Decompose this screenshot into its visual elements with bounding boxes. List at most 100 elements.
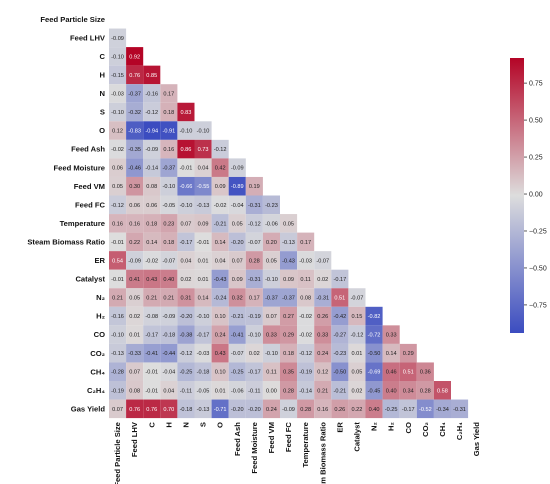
heatmap-cell <box>245 269 263 289</box>
cell-value-label: 0.28 <box>283 388 294 394</box>
cell-value-label: -0.37 <box>128 91 141 97</box>
cell-value-label: -0.12 <box>214 147 227 153</box>
cell-value-label: -0.09 <box>231 166 244 172</box>
cell-value-label: 0.01 <box>352 351 363 357</box>
cell-value-label: -0.44 <box>162 351 175 357</box>
heatmap-cell <box>109 399 127 419</box>
cell-value-label: 0.36 <box>420 370 431 376</box>
heatmap-cell <box>177 362 195 381</box>
cell-value-label: -0.05 <box>162 203 175 209</box>
cell-value-label: -0.03 <box>299 258 312 264</box>
heatmap-cell <box>160 214 178 233</box>
heatmap-cell <box>194 139 212 159</box>
heatmap-cell <box>245 381 263 400</box>
cell-value-label: 0.10 <box>215 314 226 320</box>
heatmap-cell <box>194 325 212 344</box>
heatmap-cell <box>211 399 229 419</box>
column-label: C₂H₄ <box>455 422 464 440</box>
heatmap-cell <box>262 381 280 400</box>
heatmap-cell <box>331 325 349 344</box>
column-label: Catalyst <box>352 422 361 452</box>
cell-value-label: -0.01 <box>111 240 124 246</box>
cell-value-label: -0.03 <box>197 351 210 357</box>
cell-value-label: 0.24 <box>266 407 277 413</box>
cell-value-label: -0.19 <box>299 370 312 376</box>
cell-value-label: -0.31 <box>453 407 466 413</box>
heatmap-cell <box>109 139 127 159</box>
cell-value-label: 0.86 <box>181 147 192 153</box>
heatmap-cell <box>348 399 366 419</box>
column-label: Feed Ash <box>233 422 242 456</box>
cell-value-label: 0.17 <box>249 296 260 302</box>
heatmap-cell <box>126 232 144 252</box>
cell-value-label: -0.01 <box>111 277 124 283</box>
cell-value-label: 0.14 <box>386 351 397 357</box>
column-label: Feed LHV <box>130 421 139 457</box>
heatmap-cell <box>194 381 212 400</box>
cell-value-label: -0.16 <box>145 91 158 97</box>
column-label: H₂ <box>387 422 396 431</box>
cell-value-label: 0.01 <box>198 277 209 283</box>
cell-value-label: -0.31 <box>316 296 329 302</box>
heatmap-cell <box>126 47 144 66</box>
heatmap-cell <box>262 232 280 252</box>
cell-value-label: 0.17 <box>163 91 174 97</box>
column-labels: Feed Particle Size Feed LHV C H N S O Feed Ash F… <box>113 421 481 484</box>
heatmap-cell <box>109 251 127 270</box>
cell-value-label: -0.07 <box>231 351 244 357</box>
heatmap-cell <box>160 139 178 159</box>
cell-value-label: 0.42 <box>215 166 226 172</box>
row-label: S <box>100 108 105 117</box>
heatmap-cell <box>262 214 280 233</box>
row-label: N <box>100 89 105 98</box>
row-label: Feed FC <box>75 200 105 209</box>
cell-value-label: -0.41 <box>231 333 244 339</box>
heatmap-cell <box>143 139 161 159</box>
cell-value-label: 0.07 <box>266 314 277 320</box>
heatmap-cell <box>109 269 127 289</box>
cell-value-label: 0.09 <box>215 184 226 190</box>
heatmap-cell <box>160 195 178 215</box>
column-label: H <box>164 422 173 427</box>
heatmap-cell <box>228 176 246 196</box>
cell-value-label: -0.10 <box>111 110 124 116</box>
cell-value-label: -0.10 <box>162 184 175 190</box>
cell-value-label: 0.14 <box>146 240 157 246</box>
column-label: CO₂ <box>421 422 430 437</box>
cell-value-label: 0.51 <box>334 296 345 302</box>
heatmap-cell <box>382 381 400 400</box>
heatmap-cell <box>177 251 195 270</box>
heatmap-cell <box>297 288 315 307</box>
cell-value-label: -0.82 <box>368 314 381 320</box>
heatmap-cell <box>348 306 366 326</box>
cell-value-label: 0.00 <box>266 388 277 394</box>
cell-value-label: -0.25 <box>231 370 244 376</box>
row-label: Gas Yield <box>71 404 106 413</box>
cell-value-label: -0.21 <box>333 388 346 394</box>
cell-value-label: 0.29 <box>283 333 294 339</box>
cell-value-label: -0.43 <box>214 277 227 283</box>
cell-value-label: -0.52 <box>419 407 432 413</box>
cell-value-label: -0.31 <box>248 277 261 283</box>
column-label: CH₄ <box>438 422 447 437</box>
cell-value-label: 0.05 <box>266 258 277 264</box>
heatmap-cell <box>262 399 280 419</box>
heatmap-cell <box>331 399 349 419</box>
colorbar-tick-label: 0.25 <box>529 155 543 162</box>
cell-value-label: 0.04 <box>181 258 192 264</box>
cell-value-label: -0.42 <box>333 314 346 320</box>
heatmap-cell <box>194 121 212 140</box>
heatmap-cell <box>211 195 229 215</box>
heatmap-cell <box>228 269 246 289</box>
heatmap-cell <box>314 325 332 344</box>
heatmap-cell <box>262 269 280 289</box>
heatmap-cell <box>109 381 127 400</box>
heatmap-cell <box>399 399 417 419</box>
cell-value-label: -0.01 <box>197 240 210 246</box>
row-labels: Feed Particle Size Feed LHV C HN SO Feed Ash F… <box>27 15 106 414</box>
cell-value-label: -0.09 <box>145 147 158 153</box>
heatmap-cell <box>177 139 195 159</box>
cell-value-label: 0.18 <box>163 110 174 116</box>
cell-value-label: 0.16 <box>129 221 140 227</box>
cell-value-label: 0.14 <box>198 296 209 302</box>
